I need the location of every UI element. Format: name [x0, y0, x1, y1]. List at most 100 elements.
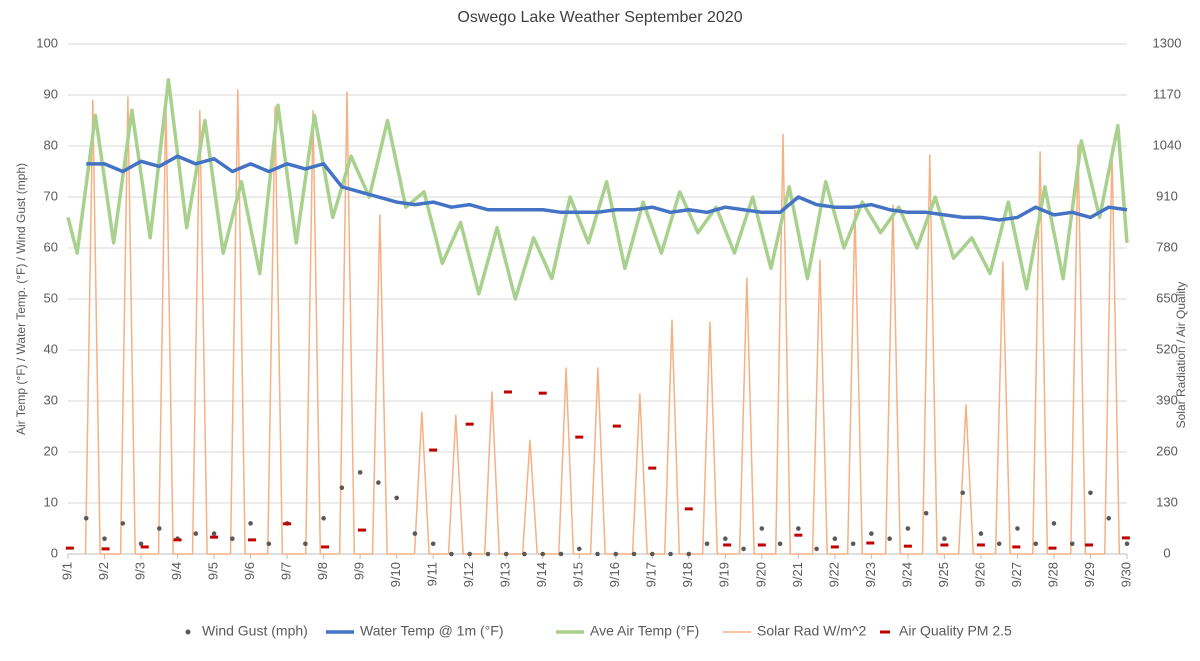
x-tick-label: 9/2 [96, 562, 111, 580]
series-line [84, 89, 1121, 555]
wind-dot [686, 551, 692, 557]
x-tick-label: 9/18 [680, 562, 695, 587]
y-tick-label: 90 [44, 86, 58, 101]
y-tick-label: 40 [44, 341, 58, 356]
wind-dot [266, 541, 272, 547]
x-tick-label: 9/24 [899, 562, 914, 587]
y-tick-label: 0 [51, 545, 58, 560]
wind-dot [796, 526, 801, 531]
wind-dot [1051, 521, 1057, 526]
wind-dot [558, 551, 564, 557]
x-tick-label: 9/30 [1118, 562, 1133, 587]
wind-dot [923, 510, 929, 516]
x-tick-label: 9/21 [790, 562, 805, 587]
y-tick-label: 50 [44, 290, 58, 305]
x-tick-label: 9/4 [169, 562, 184, 580]
wind-dot [357, 470, 363, 475]
wind-dot [576, 546, 582, 552]
wind-dot [869, 531, 874, 536]
x-tick-label: 9/5 [206, 562, 221, 580]
wind-dot [412, 531, 418, 536]
x-tick-label: 9/15 [571, 562, 586, 587]
wind-dot [741, 546, 746, 552]
y2-tick-label: 1300 [1153, 35, 1182, 50]
wind-dot [1124, 541, 1130, 547]
wind-dot [978, 531, 984, 536]
x-tick-label: 9/8 [315, 562, 330, 580]
wind-dot [960, 490, 965, 496]
wind-dot [485, 551, 491, 557]
y2-tick-label: 260 [1156, 443, 1178, 458]
x-tick-label: 9/20 [753, 562, 768, 587]
y2-tick-label: 0 [1163, 545, 1170, 560]
legend-swatch [185, 629, 191, 635]
wind-dot [467, 551, 472, 557]
wind-dot [156, 526, 162, 531]
wind-dot [376, 480, 381, 485]
wind-dot [814, 546, 819, 552]
wind-dot [668, 551, 673, 557]
y-axis-label: Air Temp (°F) / Water Temp. (°F) / Wind … [14, 163, 28, 435]
x-tick-label: 9/12 [461, 562, 476, 587]
legend-label: Solar Rad W/m^2 [757, 623, 866, 639]
x-tick-label: 9/17 [644, 562, 659, 587]
wind-dot [942, 536, 947, 541]
legend-label: Wind Gust (mph) [202, 623, 308, 639]
x-tick-label: 9/14 [534, 562, 549, 587]
wind-dot [850, 541, 856, 547]
wind-dot [321, 516, 326, 521]
y-tick-label: 100 [36, 35, 58, 50]
y2-tick-label: 1040 [1153, 137, 1182, 152]
wind-dot [887, 536, 892, 541]
wind-dot [211, 531, 217, 536]
series-line [66, 77, 1129, 301]
y-tick-label: 30 [44, 392, 58, 407]
wind-dot [759, 526, 765, 531]
wind-dot [613, 551, 619, 557]
x-tick-label: 9/9 [352, 562, 367, 580]
legend-label: Water Temp @ 1m (°F) [360, 623, 504, 639]
y-tick-label: 60 [44, 239, 58, 254]
wind-dot [1088, 490, 1093, 496]
x-tick-label: 9/13 [498, 562, 513, 587]
y-tick-label: 10 [44, 494, 58, 509]
legend-label: Air Quality PM 2.5 [899, 623, 1012, 639]
wind-dot [631, 551, 637, 557]
y2-tick-label: 390 [1156, 392, 1178, 407]
x-tick-label: 9/6 [242, 562, 257, 580]
y2-tick-label: 780 [1156, 239, 1178, 254]
x-tick-label: 9/29 [1082, 562, 1097, 587]
wind-dot [303, 541, 308, 547]
wind-dot [996, 541, 1002, 547]
wind-dot [138, 541, 144, 547]
wind-dot [704, 541, 710, 547]
x-tick-label: 9/27 [1009, 562, 1024, 587]
x-tick-label: 9/26 [972, 562, 987, 587]
series-line [86, 154, 1128, 222]
wind-dot [230, 536, 235, 541]
wind-dot [193, 531, 199, 536]
y2-axis-label: Solar Radiation / Air Quality [1174, 282, 1188, 429]
y2-tick-label: 1170 [1153, 86, 1181, 101]
x-tick-label: 9/28 [1045, 562, 1060, 587]
wind-dot [832, 536, 838, 541]
y-tick-label: 70 [44, 188, 58, 203]
x-tick-label: 9/19 [717, 562, 732, 587]
x-tick-label: 9/10 [388, 562, 403, 587]
x-tick-label: 9/23 [863, 562, 878, 587]
wind-dot [120, 521, 126, 526]
wind-dot [102, 536, 107, 541]
x-tick-label: 9/25 [936, 562, 951, 587]
x-tick-label: 9/22 [826, 562, 841, 587]
legend-label: Ave Air Temp (°F) [590, 623, 699, 639]
wind-dot [649, 551, 655, 557]
x-tick-label: 9/7 [279, 562, 294, 580]
y-tick-label: 80 [44, 137, 58, 152]
x-tick-label: 9/3 [132, 562, 147, 580]
wind-dot [522, 551, 527, 557]
y-tick-label: 20 [44, 443, 58, 458]
wind-dot [449, 551, 454, 557]
wind-dot [394, 495, 399, 501]
wind-dot [540, 551, 546, 557]
